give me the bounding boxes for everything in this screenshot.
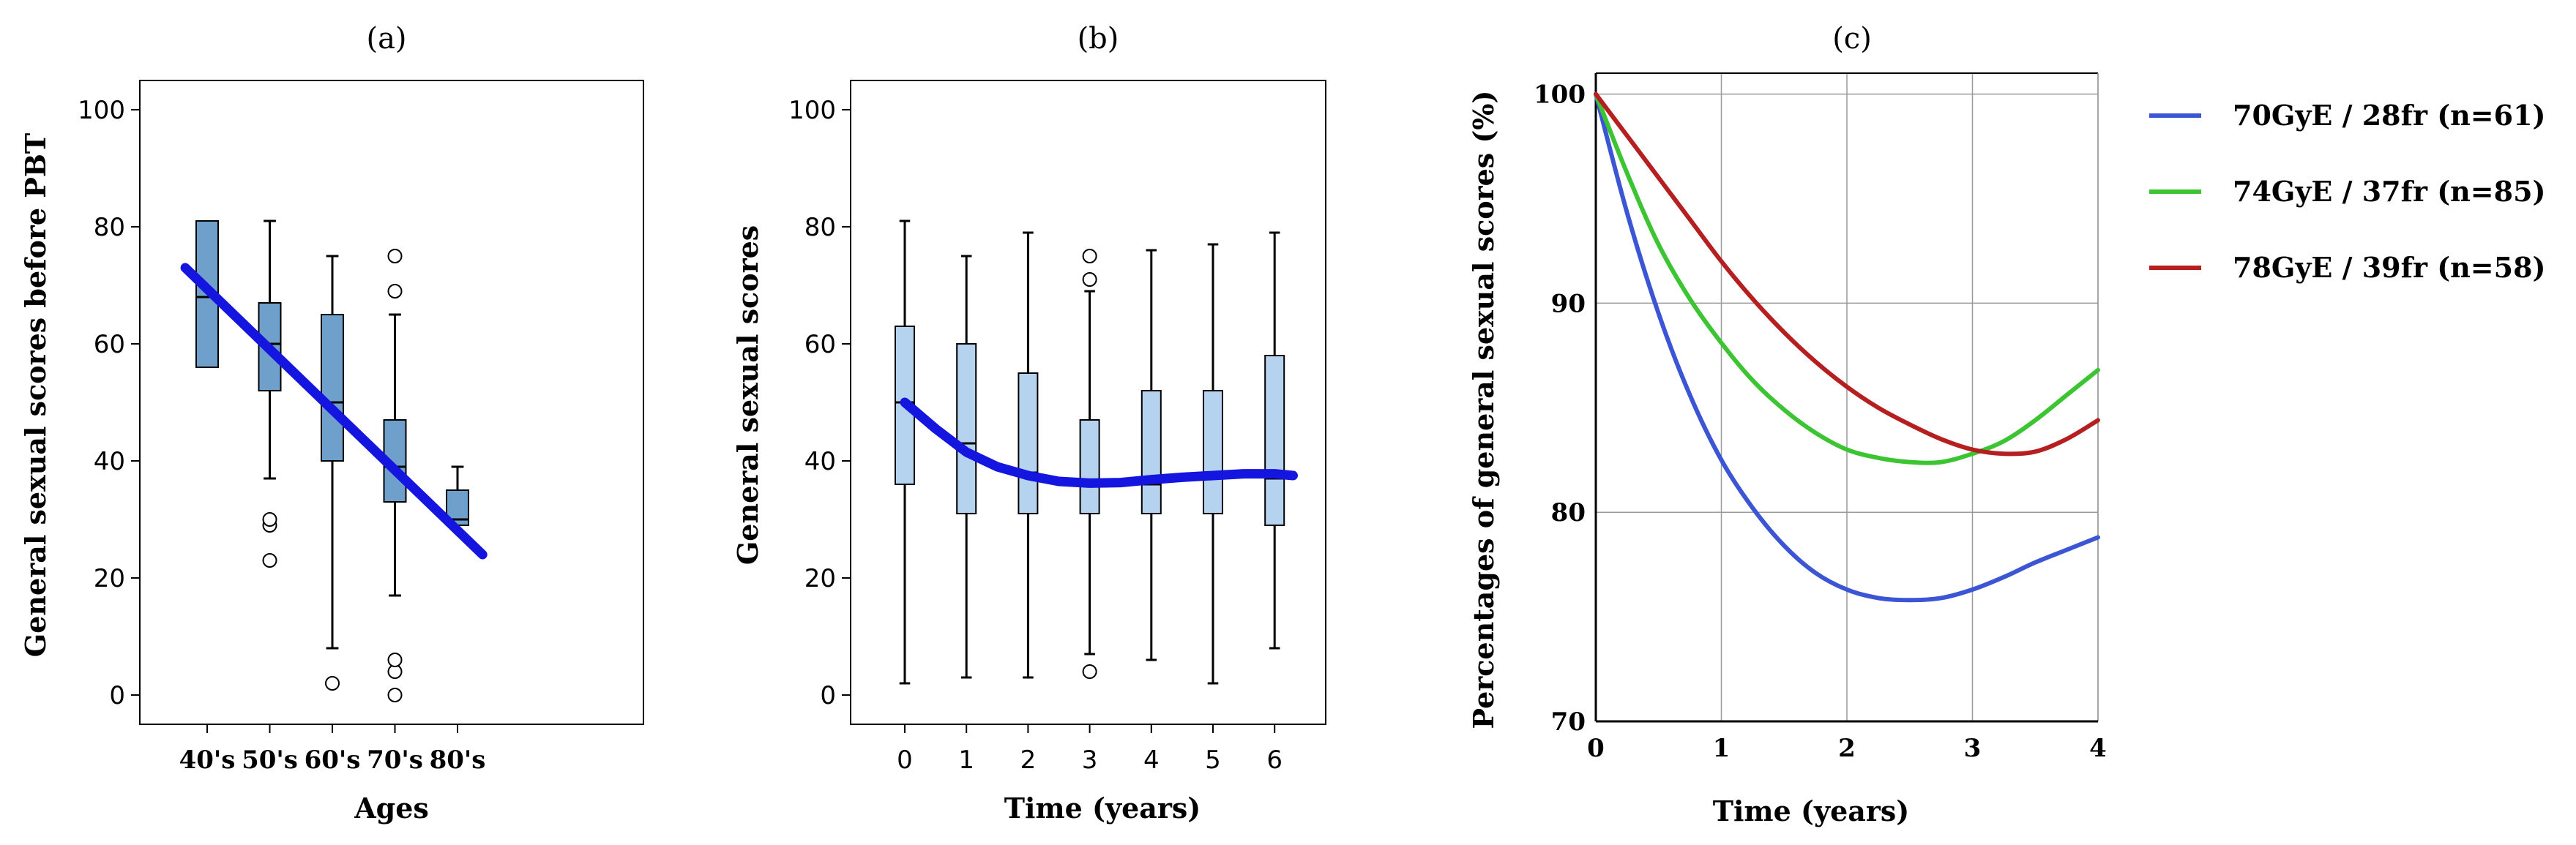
y-tick-label: 0 [820, 681, 836, 710]
y-tick-label: 20 [94, 564, 125, 593]
outlier-point [1082, 272, 1097, 287]
panel-a-xlabel: Ages [354, 792, 429, 825]
panel-a-title: (a) [366, 22, 406, 56]
y-tick-label: 100 [1534, 80, 1586, 110]
panel-a-marks: 0 20 40 60 80 100 40's 50's 60's 70's 80's [78, 96, 488, 775]
y-tick-label: 80 [804, 213, 836, 242]
x-tick-label: 6 [1266, 746, 1283, 775]
legend-label-2: 74GyE / 37fr (n=85) [2233, 175, 2546, 208]
y-tick-label: 100 [788, 96, 836, 125]
box-4 [1140, 249, 1162, 661]
legend-label-1: 70GyE / 28fr (n=61) [2233, 99, 2546, 132]
trend-line [900, 397, 1298, 488]
y-tick-label: 100 [78, 96, 125, 125]
y-tick-label: 20 [804, 564, 836, 593]
panel-c: (c) 70 80 90 100 0 1 2 3 4 Time (years) Percenta… [1467, 22, 2546, 827]
y-tick-label: 40 [804, 447, 836, 476]
box-iqr [1264, 355, 1285, 526]
box-iqr [321, 314, 344, 462]
x-tick-label: 4 [1143, 746, 1160, 775]
x-tick-label: 4 [2089, 734, 2107, 763]
box-iqr [1018, 372, 1039, 514]
series-line-2 [1594, 91, 2100, 465]
x-tick-label: 2 [1020, 746, 1037, 775]
box-iqr [956, 343, 977, 514]
box-iqr [1079, 419, 1100, 514]
trend-line [180, 263, 488, 560]
panel-c-title: (c) [1832, 22, 1872, 56]
outlier-point [1082, 664, 1097, 679]
y-tick-label: 90 [1551, 289, 1586, 318]
x-tick-label: 60's [305, 746, 361, 775]
outlier-point [1082, 249, 1097, 263]
y-tick-label: 60 [804, 330, 836, 359]
outlier-point [325, 676, 340, 691]
outlier-point [387, 653, 403, 667]
panel-b-ylabel: General sexual scores [731, 225, 764, 565]
box-60's [321, 255, 344, 691]
panel-b-frame [850, 80, 1326, 725]
y-tick-label: 80 [1551, 498, 1586, 527]
y-tick-label: 0 [109, 681, 125, 710]
panel-b-title: (b) [1078, 22, 1119, 56]
box-5 [1203, 243, 1223, 685]
box-1 [956, 255, 977, 679]
y-tick-label: 70 [1551, 707, 1586, 737]
panel-a-ylabel: General sexual scores before PBT [19, 133, 52, 657]
x-tick-label: 5 [1205, 746, 1221, 775]
x-tick-label: 40's [179, 746, 236, 775]
panel-b-marks: 0 20 40 60 80 100 0 1 2 3 4 5 6 [788, 96, 1298, 775]
outlier-point [387, 249, 403, 263]
y-tick-label: 40 [94, 447, 125, 476]
x-tick-label: 3 [1082, 746, 1098, 775]
x-tick-label: 50's [242, 746, 298, 775]
series-line-1 [1594, 91, 2100, 603]
panel-a: (a) 0 20 40 60 80 100 40's 50's 60's 70's 80's Age… [19, 22, 644, 825]
panel-c-ylabel: Percentages of general sexual scores (%) [1467, 91, 1500, 729]
box-iqr [1140, 390, 1162, 514]
series-line-3 [1594, 91, 2100, 457]
outlier-point [262, 512, 277, 527]
box-3 [1079, 249, 1100, 679]
panel-c-marks: 70 80 90 100 0 1 2 3 4 [1534, 72, 2107, 763]
x-tick-label: 2 [1838, 734, 1856, 763]
outlier-point [387, 688, 403, 702]
box-2 [1018, 231, 1039, 679]
x-tick-label: 1 [958, 746, 974, 775]
box-50's [258, 219, 282, 568]
y-tick-label: 60 [94, 330, 125, 359]
x-tick-label: 70's [367, 746, 423, 775]
legend-label-3: 78GyE / 39fr (n=58) [2233, 251, 2546, 284]
x-tick-label: 0 [897, 746, 913, 775]
x-tick-label: 0 [1587, 734, 1605, 763]
box-0 [895, 219, 915, 685]
outlier-point [387, 284, 403, 298]
box-6 [1264, 231, 1285, 650]
x-tick-label: 1 [1713, 734, 1731, 763]
box-iqr [1203, 390, 1223, 514]
panel-c-xlabel: Time (years) [1713, 795, 1910, 827]
panel-b-xlabel: Time (years) [1004, 792, 1201, 825]
y-tick-label: 80 [94, 213, 125, 242]
outlier-point [262, 553, 277, 568]
panel-b: (b) 0 20 40 60 80 100 0 1 2 3 4 5 6 Time (years) Gen… [731, 22, 1326, 825]
panel-a-frame [139, 80, 644, 725]
panel-c-legend: 70GyE / 28fr (n=61) 74GyE / 37fr (n=85) 78… [2149, 99, 2546, 284]
x-tick-label: 80's [430, 746, 486, 775]
x-tick-label: 3 [1964, 734, 1982, 763]
